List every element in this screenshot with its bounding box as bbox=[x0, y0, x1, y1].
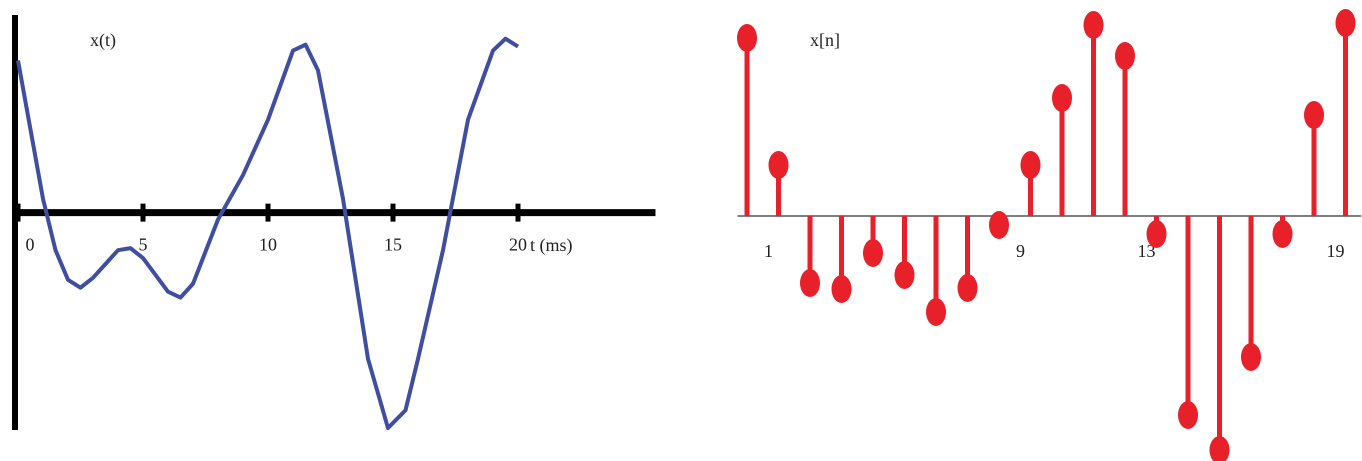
x-axis-label: t (ms) bbox=[530, 235, 573, 256]
stem-head bbox=[1178, 401, 1198, 429]
stem-head bbox=[1115, 42, 1135, 70]
x-tick-label: 5 bbox=[139, 235, 148, 255]
chart-title: x[n] bbox=[810, 30, 840, 50]
x-tick-label: 10 bbox=[259, 235, 277, 255]
stem-head bbox=[1272, 220, 1293, 248]
x-tick-label: 15 bbox=[384, 235, 402, 255]
stem-head bbox=[894, 261, 915, 289]
stem-head bbox=[1083, 11, 1104, 39]
stem-head bbox=[926, 298, 946, 326]
x-tick-label: 0 bbox=[26, 235, 35, 255]
x-tick-label: 9 bbox=[1016, 241, 1025, 261]
chart-title: x(t) bbox=[90, 30, 116, 51]
stem-head bbox=[768, 151, 789, 179]
stem-head bbox=[1020, 151, 1041, 179]
stem-head bbox=[957, 274, 978, 302]
stem-head bbox=[1241, 343, 1261, 371]
signal-line bbox=[16, 36, 520, 431]
stem-head bbox=[1052, 84, 1072, 112]
stem-head bbox=[989, 211, 1009, 239]
stem-head bbox=[831, 275, 852, 303]
stem-head bbox=[1146, 220, 1167, 248]
x-tick-label: 1 bbox=[764, 241, 773, 261]
x-tick-label: 20 bbox=[509, 235, 527, 255]
stem-head bbox=[737, 24, 757, 52]
stem-head bbox=[1335, 9, 1356, 37]
stem-head bbox=[1209, 436, 1230, 461]
stem-head bbox=[863, 239, 883, 267]
stem-head bbox=[800, 269, 820, 297]
stem-head bbox=[1304, 101, 1324, 129]
x-tick-label: 13 bbox=[1138, 241, 1156, 261]
x-tick-label: 19 bbox=[1327, 241, 1345, 261]
